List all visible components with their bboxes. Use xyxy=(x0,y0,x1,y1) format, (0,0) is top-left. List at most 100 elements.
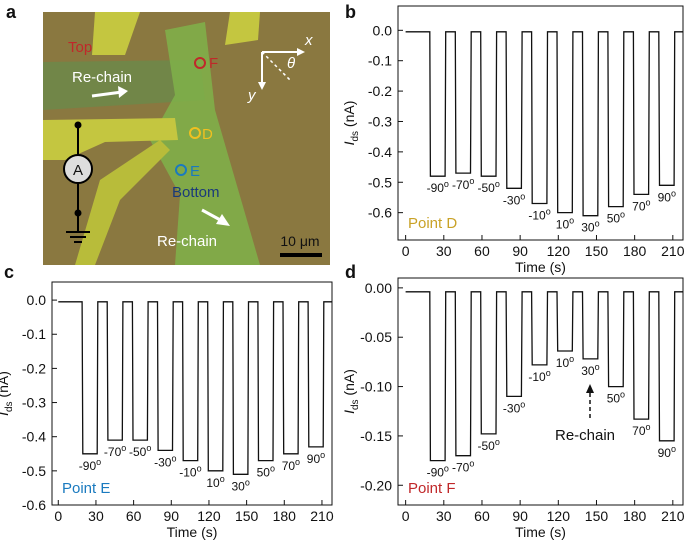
y-tick-label: -0.2 xyxy=(22,360,46,376)
angle-label: 10o xyxy=(556,354,574,370)
angle-label: -10o xyxy=(528,207,550,223)
angle-unit: o xyxy=(495,179,500,189)
marker-f xyxy=(194,57,206,69)
angle-value: -70 xyxy=(452,178,470,192)
angle-value: 50 xyxy=(607,392,621,406)
x-tick-label: 180 xyxy=(623,508,647,524)
angle-label: -50o xyxy=(477,179,499,195)
flake xyxy=(150,22,260,265)
angle-unit: o xyxy=(620,210,625,220)
x-tick-label: 90 xyxy=(512,243,528,259)
angle-value: -90 xyxy=(427,466,445,480)
angle-value: -50 xyxy=(129,445,147,459)
scale-label: 10 μm xyxy=(280,233,319,249)
angle-value: -70 xyxy=(104,445,122,459)
angle-label: 10o xyxy=(206,474,224,490)
x-tick-label: 210 xyxy=(661,243,685,259)
angle-unit: o xyxy=(469,176,474,186)
angle-value: -30 xyxy=(154,455,172,469)
arrow-head xyxy=(258,82,266,90)
y-title-main: I xyxy=(0,412,11,416)
y-axis-title: Ids (nA) xyxy=(341,369,361,414)
x-tick-label: 30 xyxy=(88,508,104,524)
label-d: D xyxy=(202,126,213,143)
angle-unit: o xyxy=(96,457,101,467)
angle-label: -10o xyxy=(528,368,550,384)
x-tick-label: 90 xyxy=(512,508,528,524)
angle-value: 10 xyxy=(556,218,570,232)
arrow xyxy=(91,90,123,98)
x-tick-label: 120 xyxy=(547,243,571,259)
angle-label: 50o xyxy=(607,390,625,406)
angle-label: -70o xyxy=(452,459,474,475)
angle-value: 30 xyxy=(581,364,595,378)
arrow-head xyxy=(297,48,305,56)
note-arrow-head xyxy=(586,384,594,393)
angle-value: -10 xyxy=(179,466,197,480)
angle-value: 50 xyxy=(607,212,621,226)
label-rechain: Re-chain xyxy=(72,69,132,86)
x-tick-label: 120 xyxy=(547,508,571,524)
y-axis-title: Ids (nA) xyxy=(341,101,361,146)
angle-value: 30 xyxy=(231,479,245,493)
y-tick-label: 0.0 xyxy=(373,22,393,38)
ammeter xyxy=(63,154,93,184)
x-tick-label: 60 xyxy=(474,243,490,259)
x-tick-label: 0 xyxy=(402,243,410,259)
angle-label: 50o xyxy=(607,210,625,226)
angle-unit: o xyxy=(444,464,449,474)
y-title-main: I xyxy=(341,141,357,145)
marker-e xyxy=(175,164,187,176)
angle-unit: o xyxy=(220,474,225,484)
label-top: Top xyxy=(68,39,92,56)
panel-letter: c xyxy=(4,262,14,282)
data-line xyxy=(405,291,683,462)
angle-unit: o xyxy=(171,453,176,463)
plot-frame xyxy=(397,277,684,506)
point-label: Point F xyxy=(408,480,456,497)
angle-unit: o xyxy=(569,354,574,364)
y-title-main: I xyxy=(341,410,357,414)
angle-value: -70 xyxy=(452,461,470,475)
angle-value: 70 xyxy=(632,199,646,213)
angle-value: 70 xyxy=(282,459,296,473)
angle-unit: o xyxy=(671,444,676,454)
flake-top xyxy=(43,60,205,110)
y-title-unit: (nA) xyxy=(341,369,357,399)
angle-value: -10 xyxy=(528,370,546,384)
y-tick-label: -0.3 xyxy=(368,113,392,129)
x-tick-label: 180 xyxy=(623,243,647,259)
x-tick-label: 210 xyxy=(661,508,685,524)
angle-label: -30o xyxy=(503,191,525,207)
y-tick-label: -0.20 xyxy=(360,477,392,493)
angle-label: -70o xyxy=(452,176,474,192)
angle-value: 90 xyxy=(658,446,672,460)
angle-unit: o xyxy=(671,188,676,198)
angle-label: 70o xyxy=(632,197,650,213)
x-tick-label: 150 xyxy=(585,508,609,524)
angle-unit: o xyxy=(270,464,275,474)
angle-value: 90 xyxy=(658,190,672,204)
y-tick-label: -0.15 xyxy=(360,428,392,444)
angle-unit: o xyxy=(495,437,500,447)
y-tick-label: -0.4 xyxy=(22,429,46,445)
x-tick-label: 30 xyxy=(436,508,452,524)
angle-value: -30 xyxy=(503,193,521,207)
data-line xyxy=(405,31,683,217)
y-tick-label: -0.5 xyxy=(22,463,46,479)
angle-value: 10 xyxy=(206,476,220,490)
y-tick-label: -0.5 xyxy=(368,174,392,190)
label-f: F xyxy=(209,55,218,72)
y-title-sub: ds xyxy=(4,401,15,412)
x-tick-label: 60 xyxy=(474,508,490,524)
angle-value: -50 xyxy=(477,181,495,195)
x-tick-label: 30 xyxy=(436,243,452,259)
angle-value: -10 xyxy=(528,209,546,223)
x-tick-label: 120 xyxy=(197,508,221,524)
angle-label: 10o xyxy=(556,216,574,232)
angle-unit: o xyxy=(520,399,525,409)
angle-unit: o xyxy=(569,216,574,226)
angle-label: -90o xyxy=(427,464,449,480)
x-axis-title: Time (s) xyxy=(167,524,218,540)
note: Re-chain xyxy=(555,427,615,444)
